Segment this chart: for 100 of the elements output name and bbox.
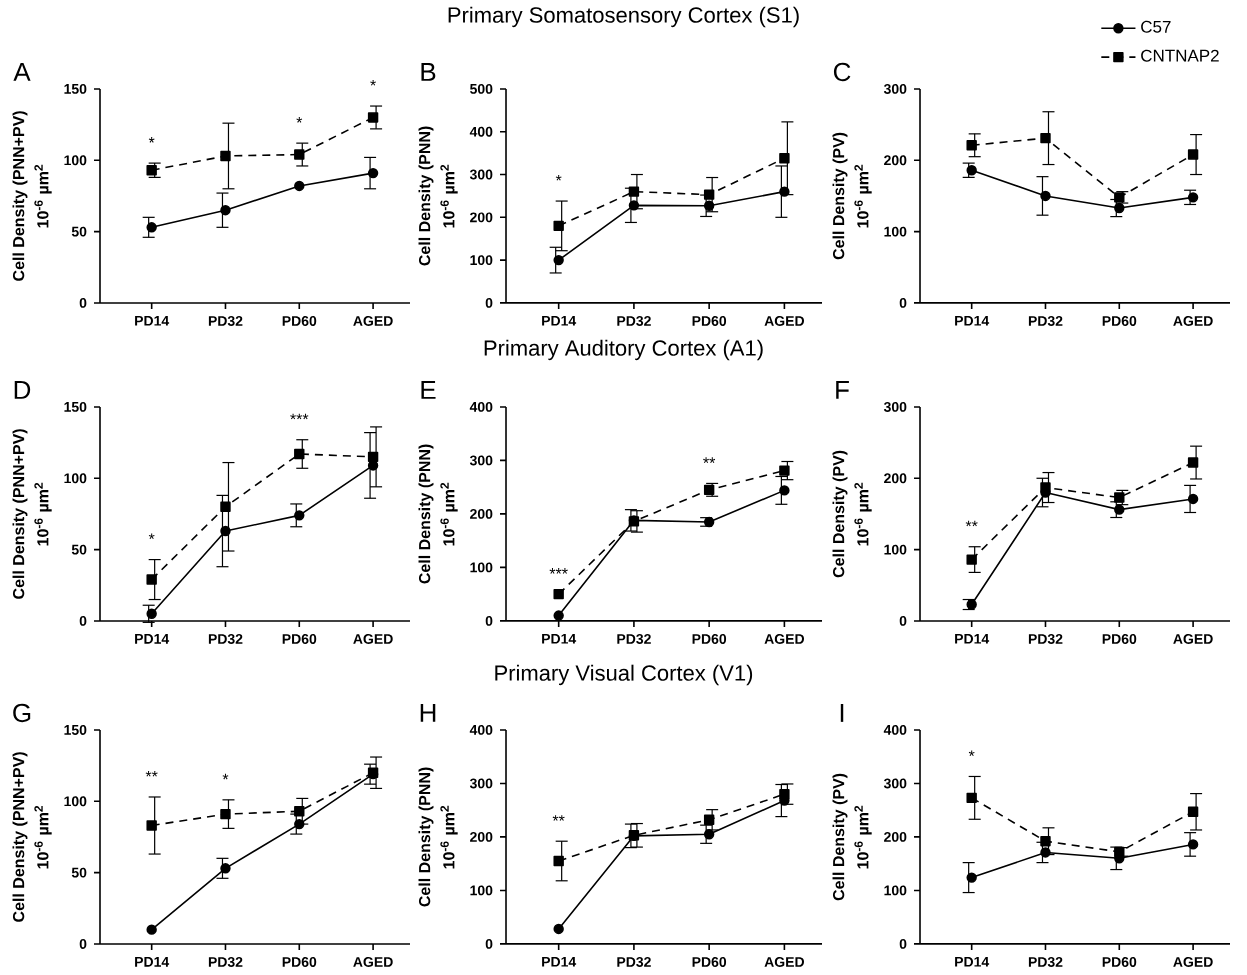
y-tick-label: 100 <box>884 544 907 555</box>
annotation: * <box>555 175 562 181</box>
y-tick-label: 200 <box>470 509 493 519</box>
x-tick-label: AGED <box>353 957 393 967</box>
y-tick-label: 200 <box>470 832 493 842</box>
x-tick-label: PD14 <box>135 634 170 644</box>
y-axis-title: Cell Density (PNN+PV) <box>12 429 28 599</box>
point <box>703 814 715 826</box>
annotation: ** <box>145 770 158 777</box>
x-tick-label: PD32 <box>208 316 243 326</box>
point <box>628 200 640 211</box>
y-tick-label: 100 <box>64 796 87 807</box>
y-tick-label: 100 <box>884 885 907 896</box>
y-tick-label: 0 <box>79 298 87 308</box>
text: E <box>421 381 436 399</box>
y-tick-label: 400 <box>469 402 493 412</box>
point <box>1187 457 1199 468</box>
point <box>220 808 231 820</box>
x-tick-label: PD60 <box>282 957 317 967</box>
y-tick-label: 50 <box>71 544 87 555</box>
chart-title: Primary Somatosensory Cortex (S1) <box>448 6 799 28</box>
y-tick-label: 100 <box>64 473 87 484</box>
point <box>367 167 379 179</box>
chart-title: Primary Auditory Cortex (A1) <box>484 339 763 361</box>
x-tick-label: PD14 <box>955 634 990 644</box>
x-tick-label: PD60 <box>1102 316 1137 326</box>
point <box>628 830 640 841</box>
text: 10$^{-6}$ µm$^{2}$ <box>854 805 872 869</box>
annotation: * <box>222 773 229 780</box>
y-tick-label: 400 <box>469 725 493 735</box>
x-tick-label: PD32 <box>208 634 243 644</box>
point <box>1114 504 1125 515</box>
y-tick-label: 0 <box>485 298 493 308</box>
text: 10$^{-6}$ µm$^{2}$ <box>440 164 458 228</box>
x-tick-label: PD14 <box>955 957 990 967</box>
y-tick-label: 0 <box>899 298 907 308</box>
x-tick-label: PD14 <box>542 316 577 326</box>
chart-title: Primary Visual Cortex (V1) <box>495 664 753 686</box>
point <box>703 189 715 200</box>
text: C <box>833 62 851 82</box>
y-tick-label: 0 <box>899 616 907 626</box>
y-tick-label: 200 <box>884 473 907 484</box>
y-tick-label: 200 <box>884 155 907 166</box>
point <box>220 150 231 162</box>
y-tick-label: 150 <box>64 725 87 735</box>
point <box>1187 493 1199 505</box>
point <box>703 200 715 211</box>
point <box>367 112 379 123</box>
point <box>628 186 640 197</box>
x-tick-label: PD32 <box>1028 957 1063 967</box>
text: 10$^{-6}$ µm$^{2}$ <box>34 805 52 869</box>
y-tick-label: 400 <box>883 725 907 735</box>
y-tick-label: 300 <box>469 169 493 180</box>
point <box>1114 846 1125 858</box>
x-tick-label: PD60 <box>692 957 727 967</box>
x-tick-label: PD32 <box>617 316 651 326</box>
point <box>294 806 305 817</box>
text: H <box>420 704 436 722</box>
point <box>553 254 564 266</box>
y-tick-label: 200 <box>470 212 493 223</box>
text: 10$^{-6}$ µm$^{2}$ <box>854 164 872 228</box>
legend-label: C57 <box>1141 20 1171 33</box>
x-tick-label: AGED <box>1173 957 1213 967</box>
y-axis-title: Cell Density (PNN) <box>418 444 434 584</box>
y-tick-label: 0 <box>79 616 87 626</box>
y-tick-label: 100 <box>470 885 493 896</box>
annotation: * <box>370 80 376 86</box>
point <box>220 501 231 513</box>
y-tick-label: 300 <box>883 778 907 789</box>
x-tick-label: PD60 <box>692 316 727 326</box>
x-tick-label: PD32 <box>617 634 651 644</box>
x-tick-label: AGED <box>764 957 805 967</box>
annotation: * <box>148 533 155 540</box>
point <box>146 574 157 585</box>
point <box>966 554 977 565</box>
x-tick-label: AGED <box>353 316 393 326</box>
x-tick-label: AGED <box>1173 316 1213 326</box>
x-tick-label: PD60 <box>282 634 317 644</box>
point <box>294 818 305 830</box>
annotation: * <box>296 117 303 123</box>
y-tick-label: 0 <box>79 939 87 949</box>
annotation: ** <box>552 815 565 821</box>
point <box>146 820 157 831</box>
text: 10$^{-6}$ µm$^{2}$ <box>854 482 872 546</box>
x-tick-label: PD60 <box>692 634 727 644</box>
y-tick-label: 0 <box>899 939 907 949</box>
y-tick-label: 100 <box>64 155 87 166</box>
point <box>146 222 157 233</box>
y-tick-label: 150 <box>64 402 87 412</box>
text: I <box>840 704 844 722</box>
legend-label: CNTNAP2 <box>1141 49 1219 62</box>
point <box>553 855 564 867</box>
point <box>294 448 305 460</box>
text: A <box>13 63 31 81</box>
point <box>703 516 715 528</box>
y-tick-label: 0 <box>485 939 493 949</box>
y-axis-title: Cell Density (PNN+PV) <box>12 752 28 922</box>
text: D <box>14 381 31 399</box>
point <box>1040 847 1051 858</box>
x-tick-label: PD14 <box>542 634 577 644</box>
